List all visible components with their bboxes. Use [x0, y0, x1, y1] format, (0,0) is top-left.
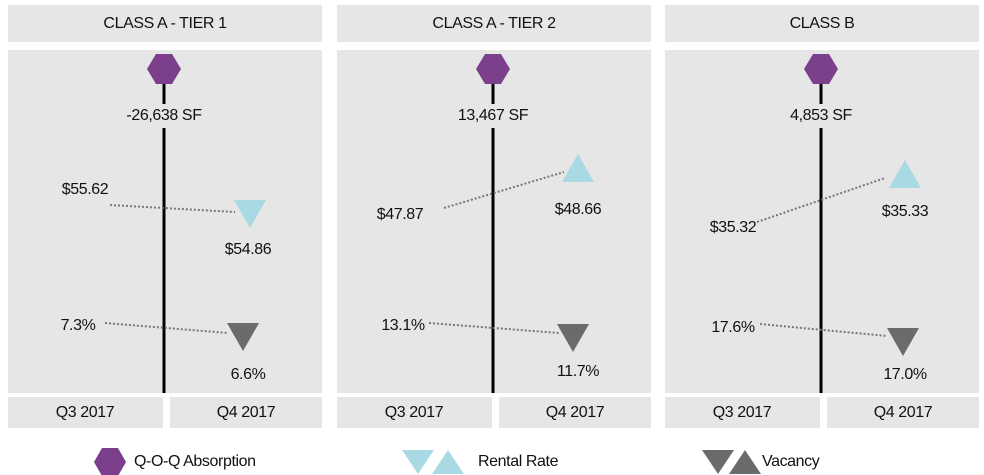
legend-triangle-down — [402, 450, 434, 474]
period-box — [499, 397, 651, 428]
panel-header — [8, 5, 322, 42]
vacancy-triangle — [227, 323, 259, 351]
rent-connector — [109, 204, 236, 213]
period-label: Q4 2017 — [546, 404, 605, 421]
absorption-hexagon — [804, 54, 838, 84]
rent-prev: $35.32 — [710, 219, 757, 236]
vacancy-connector — [104, 322, 229, 334]
period-label: Q3 2017 — [385, 404, 444, 421]
legend-triangle-up — [729, 450, 761, 474]
panel-header — [337, 5, 651, 42]
panel-title: CLASS B — [790, 15, 855, 32]
vacancy-triangle — [887, 328, 919, 356]
vacancy-curr: 17.0% — [883, 366, 927, 383]
absorption-label: 4,853 SF — [790, 107, 852, 124]
legend-triangle-down — [702, 450, 734, 474]
panel-title: CLASS A - TIER 2 — [432, 15, 556, 32]
panel-header — [665, 5, 979, 42]
rent-prev: $47.87 — [377, 206, 424, 223]
period-label: Q3 2017 — [56, 404, 115, 421]
period-label: Q4 2017 — [217, 404, 276, 421]
rent-curr: $35.33 — [882, 203, 929, 220]
vacancy-prev: 13.1% — [381, 317, 425, 334]
legend-triangle-up — [432, 450, 464, 474]
rent-connector — [443, 171, 565, 209]
absorption-label: 13,467 SF — [458, 107, 529, 124]
rent-prev: $55.62 — [62, 181, 109, 198]
rent-triangle — [889, 160, 921, 188]
absorption-hexagon — [476, 54, 510, 84]
absorption-hexagon — [147, 54, 181, 84]
legend: Q-O-Q Absorption Rental Rate Vacancy — [94, 448, 820, 475]
vacancy-prev: 7.3% — [61, 317, 96, 334]
rent-curr: $48.66 — [555, 201, 602, 218]
legend-label: Vacancy — [762, 453, 820, 470]
legend-label: Rental Rate — [478, 453, 559, 470]
absorption-bg — [433, 104, 553, 128]
period-box — [8, 397, 163, 428]
period-label: Q3 2017 — [713, 404, 772, 421]
legend-label: Q-O-Q Absorption — [134, 453, 256, 470]
vacancy-connector — [759, 323, 888, 337]
vacancy-prev: 17.6% — [711, 319, 755, 336]
period-box — [827, 397, 979, 428]
vacancy-curr: 6.6% — [231, 366, 266, 383]
rent-triangle — [234, 200, 266, 228]
absorption-label: -26,638 SF — [126, 107, 202, 124]
panel-title: CLASS A - TIER 1 — [103, 15, 227, 32]
absorption-bg — [761, 104, 881, 128]
rent-connector — [756, 177, 886, 223]
vacancy-curr: 11.7% — [557, 363, 599, 380]
period-label: Q4 2017 — [874, 404, 933, 421]
vacancy-triangle — [557, 324, 589, 352]
rent-triangle — [562, 154, 594, 182]
period-box — [337, 397, 492, 428]
period-box — [170, 397, 322, 428]
absorption-bg — [104, 104, 224, 128]
vacancy-connector — [428, 322, 560, 334]
rent-curr: $54.86 — [225, 241, 272, 258]
legend-hexagon — [94, 448, 126, 475]
period-box — [665, 397, 820, 428]
